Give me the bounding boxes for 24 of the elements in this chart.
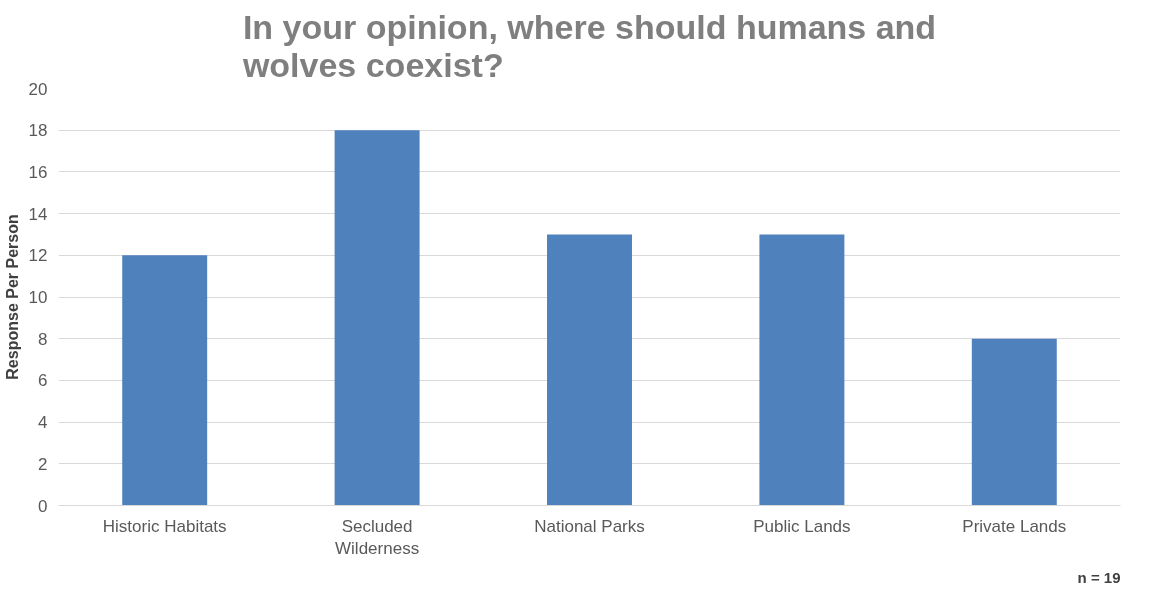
- y-tick-label: 2: [38, 454, 48, 474]
- y-tick-label: 6: [38, 371, 48, 391]
- y-tick-label: 0: [38, 496, 48, 516]
- bar: [971, 338, 1057, 506]
- bar: [759, 234, 845, 506]
- x-tick-label: Private Lands: [962, 516, 1067, 536]
- chart-title: In your opinion, where should humans and wolves coexist?: [241, 7, 937, 84]
- bar: [334, 130, 420, 506]
- x-tick-label: Public Lands: [753, 516, 851, 536]
- x-tick-label: Historic Habitats: [102, 516, 227, 536]
- bar: [547, 234, 632, 506]
- bar: [122, 255, 208, 506]
- y-tick-label: 10: [28, 288, 48, 307]
- y-tick-label: 12: [28, 246, 48, 266]
- text: n = 19: [1077, 568, 1121, 586]
- y-tick-label: 14: [28, 204, 48, 224]
- y-tick-label: 8: [38, 329, 48, 349]
- y-tick-label: 18: [28, 121, 48, 141]
- x-tick-label: National Parks: [534, 516, 645, 536]
- y-axis-title: Response Per Person: [3, 214, 21, 380]
- y-tick-label: 4: [38, 413, 48, 433]
- y-tick-label: 20: [28, 79, 48, 99]
- y-tick-label: 16: [28, 162, 48, 182]
- x-tick-label: Secluded Wilderness: [335, 516, 420, 559]
